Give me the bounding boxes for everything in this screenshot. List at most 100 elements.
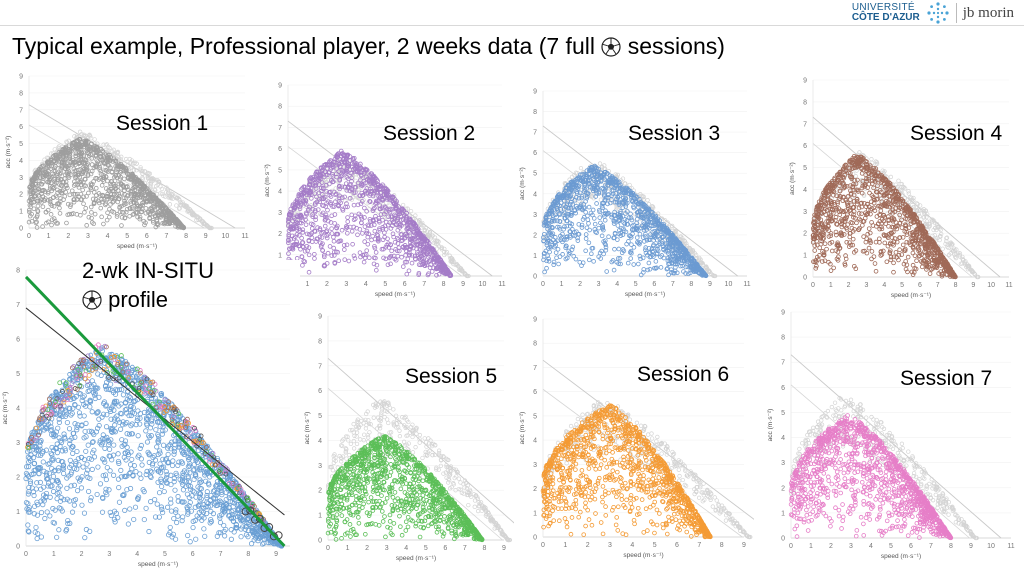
data-point xyxy=(298,187,304,192)
data-point xyxy=(647,254,653,260)
data-point xyxy=(35,203,41,209)
data-point xyxy=(334,231,339,237)
y-tick-label: 2 xyxy=(533,232,537,239)
data-point xyxy=(592,221,598,227)
data-point xyxy=(119,223,124,228)
data-point xyxy=(93,192,99,198)
data-point xyxy=(40,204,46,210)
data-point xyxy=(111,191,117,197)
data-point xyxy=(432,256,437,261)
data-point xyxy=(375,185,381,190)
background-point xyxy=(662,218,668,223)
data-point xyxy=(360,231,365,236)
data-point xyxy=(417,243,423,248)
x-tick-label: 7 xyxy=(671,281,675,288)
data-point xyxy=(307,179,313,185)
data-point xyxy=(388,253,394,259)
data-point xyxy=(306,182,312,187)
data-point xyxy=(288,212,293,218)
background-point xyxy=(180,200,185,205)
data-point xyxy=(78,212,83,218)
data-point xyxy=(691,258,697,263)
data-point xyxy=(319,180,325,185)
data-point xyxy=(631,205,637,211)
data-point xyxy=(619,250,625,256)
data-point xyxy=(28,191,34,196)
data-point xyxy=(86,214,92,220)
x-tick-label: 8 xyxy=(442,281,446,288)
data-point xyxy=(296,243,302,249)
data-point xyxy=(664,244,669,250)
data-point xyxy=(665,248,670,254)
y-tick-label: 3 xyxy=(533,212,537,219)
data-point xyxy=(117,193,122,199)
data-point xyxy=(415,226,421,232)
data-point xyxy=(611,267,617,273)
background-point xyxy=(92,137,97,142)
data-point xyxy=(148,192,153,198)
background-point xyxy=(161,193,166,199)
data-point xyxy=(409,260,415,266)
panel-session-4: 0 1 2 3 4 5 6 7 8 9 0 1 2 3 4 5 6 7 8 9 10 11 speed (m·s⁻¹) acc… xyxy=(787,70,1019,299)
background-point xyxy=(159,186,165,192)
data-point xyxy=(550,204,555,209)
data-point xyxy=(657,241,662,247)
background-point xyxy=(432,235,438,240)
background-point xyxy=(425,229,430,234)
data-point xyxy=(702,271,707,277)
data-point xyxy=(142,192,148,197)
background-point xyxy=(434,246,440,251)
data-point xyxy=(79,149,84,155)
data-point xyxy=(665,229,671,234)
data-point xyxy=(296,192,302,197)
data-point xyxy=(349,179,354,184)
data-point xyxy=(153,196,159,201)
data-point xyxy=(105,178,110,184)
data-point xyxy=(562,224,567,229)
data-point xyxy=(436,254,441,260)
data-point xyxy=(107,214,112,220)
data-point xyxy=(400,264,406,269)
data-point xyxy=(400,245,406,250)
data-point xyxy=(320,248,325,253)
data-point xyxy=(81,183,87,188)
x-axis-label: speed (m·s⁻¹) xyxy=(117,243,157,250)
data-point xyxy=(51,159,57,165)
data-point xyxy=(298,212,304,218)
data-point xyxy=(180,224,186,230)
data-point xyxy=(338,148,344,154)
data-point xyxy=(555,224,560,230)
x-tick-label: 3 xyxy=(344,281,348,288)
data-point xyxy=(602,177,608,182)
data-point xyxy=(27,196,33,202)
background-point xyxy=(615,172,620,178)
data-point xyxy=(81,194,86,200)
data-point xyxy=(551,237,556,243)
data-point xyxy=(384,193,390,199)
data-point xyxy=(628,211,633,217)
data-point xyxy=(646,260,652,266)
data-point xyxy=(378,212,384,217)
reference-line xyxy=(812,143,973,278)
background-point xyxy=(444,250,450,255)
data-point xyxy=(88,204,94,210)
data-point xyxy=(169,220,175,226)
data-point xyxy=(546,258,552,264)
data-point xyxy=(89,215,94,221)
background-point xyxy=(651,205,656,210)
page-title: Typical example, Professional player, 2 … xyxy=(12,33,725,60)
background-point xyxy=(111,147,116,152)
data-point xyxy=(286,234,292,239)
data-point xyxy=(328,200,333,205)
data-point xyxy=(620,190,625,195)
data-point xyxy=(39,167,44,173)
data-point xyxy=(336,151,341,156)
data-point xyxy=(603,242,608,248)
data-point xyxy=(408,240,413,245)
data-point xyxy=(593,165,598,170)
data-point xyxy=(591,184,596,189)
data-point xyxy=(155,210,161,215)
data-point xyxy=(71,199,77,205)
data-point xyxy=(577,205,582,211)
data-point xyxy=(366,223,372,229)
